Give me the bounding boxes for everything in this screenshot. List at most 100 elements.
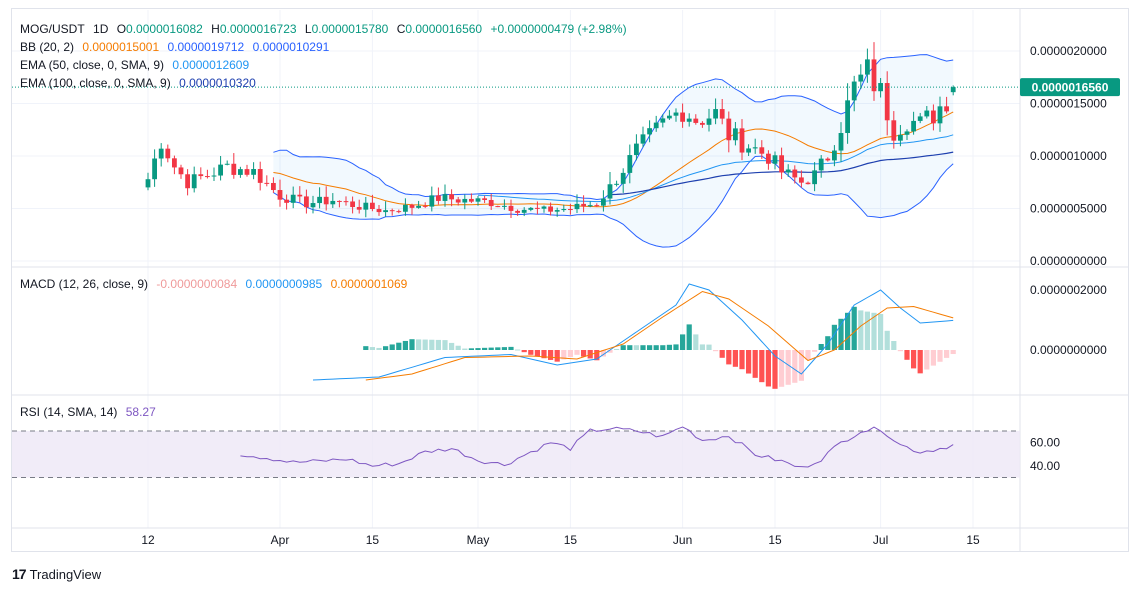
candle [871, 42, 877, 101]
macd-histogram-bar [732, 350, 738, 367]
macd-histogram-bar [739, 350, 745, 370]
symbol-interval[interactable]: 1D [93, 22, 109, 36]
rsi-tick-label: 40.00 [1030, 459, 1060, 473]
candle [838, 122, 844, 162]
candle-body [693, 118, 699, 123]
candle [601, 190, 606, 212]
brand-name: TradingView [29, 566, 102, 582]
rsi-legend[interactable]: RSI (14, SMA, 14) 58.27 [20, 404, 161, 420]
bb-basis-line [273, 111, 954, 208]
macd-histogram-bar [838, 318, 844, 350]
candle [211, 167, 217, 181]
candle [541, 205, 547, 213]
macd-histogram-bar [825, 336, 831, 350]
candle-body [297, 194, 303, 197]
candle-body [198, 174, 204, 177]
candle [284, 194, 289, 210]
candle-body [310, 203, 316, 208]
macd-histogram-bar [363, 346, 369, 350]
chart-frame [11, 8, 1129, 552]
candle [251, 162, 256, 180]
candle [224, 160, 230, 166]
tradingview-brand[interactable]: 17 TradingView [12, 566, 101, 582]
time-tick-label: 15 [564, 533, 578, 547]
macd-histogram-bar [409, 339, 415, 350]
candle [660, 114, 666, 128]
macd-histogram-bar [422, 339, 428, 350]
macd-histogram-bar [772, 350, 778, 389]
candle-body [660, 118, 666, 123]
ema50-value: 0.0000012609 [172, 58, 250, 72]
bb-fill [273, 54, 954, 248]
candle-body [172, 158, 177, 168]
candle [733, 121, 738, 146]
candle [785, 164, 791, 177]
candle [693, 114, 699, 125]
time-tick-label: 15 [768, 533, 782, 547]
candle-body [462, 198, 468, 203]
candle-body [403, 204, 408, 212]
candle [442, 184, 448, 207]
bb-legend[interactable]: BB (20, 2) 0.0000015001 0.0000019712 0.0… [20, 39, 334, 55]
symbol-pair[interactable]: MOG/USDT [20, 22, 85, 36]
candle-body [449, 194, 454, 200]
candle-body [653, 122, 659, 129]
candle-body [917, 116, 923, 121]
low-value: 0.0000015780 [311, 22, 389, 36]
candle-body [528, 207, 534, 210]
candle-body [719, 109, 725, 119]
candle [904, 129, 910, 141]
candle [455, 196, 461, 206]
candle [238, 166, 243, 178]
candle-body [330, 200, 336, 205]
candle-body [158, 148, 164, 159]
candle-body [733, 128, 738, 141]
macd-legend[interactable]: MACD (12, 26, close, 9) -0.0000000084 0.… [20, 276, 412, 292]
candle-body [317, 196, 322, 204]
candle-body [541, 206, 547, 209]
macd-histogram-bar [673, 344, 679, 350]
macd-line-value: 0.0000000985 [245, 277, 323, 291]
candle [337, 200, 342, 208]
ema50-legend[interactable]: EMA (50, close, 0, SMA, 9) 0.0000012609 [20, 57, 254, 73]
candle-body [805, 182, 811, 185]
candle [145, 172, 151, 191]
macd-histogram-bar [455, 345, 461, 350]
macd-histogram-bar [924, 350, 930, 370]
candle [799, 170, 804, 188]
candle-body [191, 174, 197, 189]
candle-body [185, 174, 190, 189]
open-label: O [116, 22, 127, 36]
candle [469, 193, 474, 204]
candle-body [818, 158, 824, 171]
candle [561, 204, 567, 212]
candle [356, 199, 362, 214]
candle [422, 202, 428, 209]
candle-body [271, 182, 276, 191]
candle [376, 205, 382, 216]
time-tick-label: Apr [271, 533, 290, 547]
candle [792, 165, 798, 184]
time-tick-label: Jun [673, 533, 692, 547]
candle-body [508, 205, 514, 211]
macd-histogram-bar [805, 350, 811, 360]
candle [884, 71, 890, 136]
macd-histogram-bar [416, 339, 422, 350]
macd-histogram-bar [396, 342, 402, 350]
candle [818, 155, 824, 178]
candle-body [647, 128, 652, 135]
macd-histogram-bar [911, 350, 917, 369]
macd-tick-label: 0.0000002000 [1030, 283, 1107, 297]
macd-histogram-bar [845, 312, 851, 350]
ema50-label: EMA (50, close, 0, SMA, 9) [20, 58, 165, 72]
rsi-panel [12, 426, 1020, 479]
candle-body [772, 155, 778, 164]
last-price-label: 0.0000016560 [1032, 81, 1109, 95]
macd-histogram-bar [462, 348, 468, 350]
ema100-legend[interactable]: EMA (100, close, 0, SMA, 9) 0.0000010320 [20, 75, 261, 91]
candle-body [323, 196, 329, 205]
macd-histogram-bar [719, 350, 725, 358]
candle [878, 77, 883, 98]
candle [185, 169, 190, 196]
